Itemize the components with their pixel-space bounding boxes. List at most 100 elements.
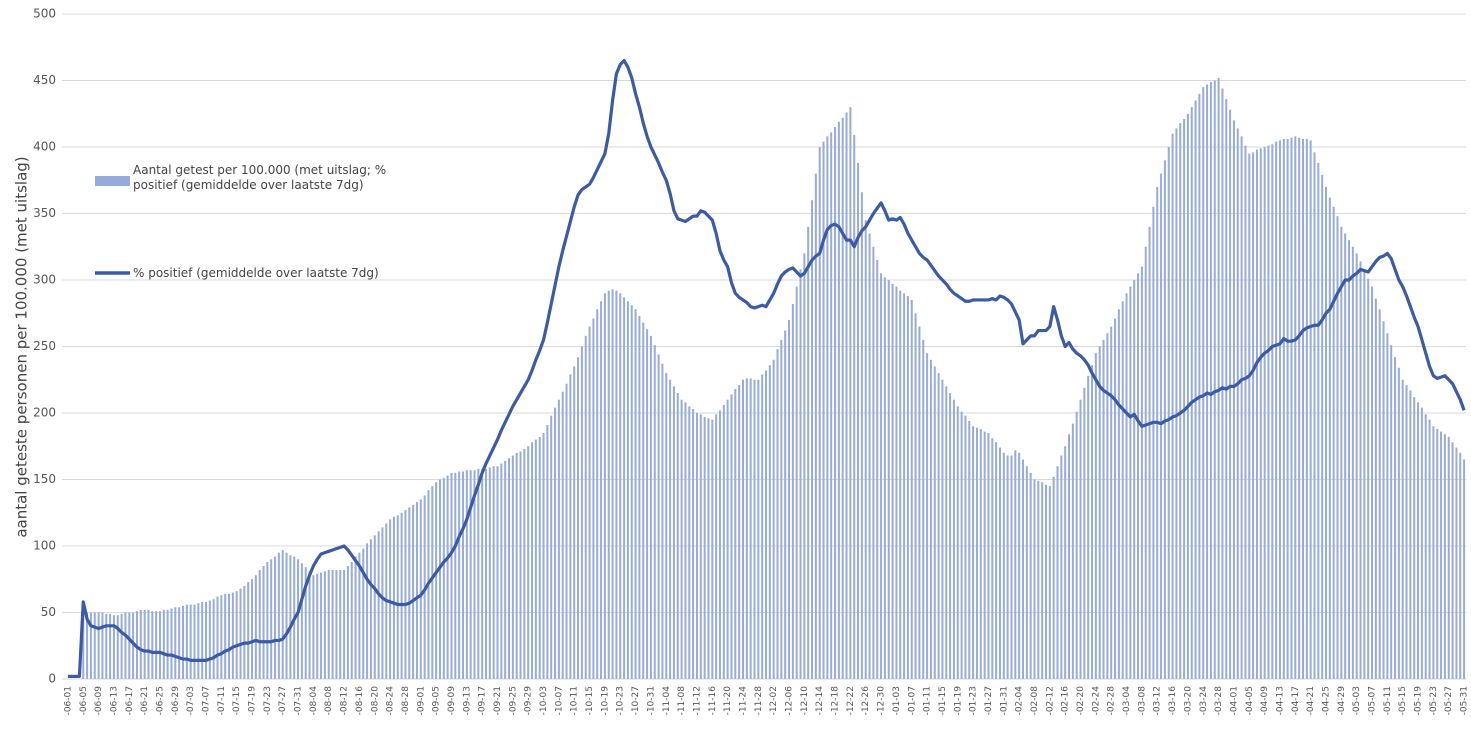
bar bbox=[1083, 387, 1086, 679]
x-tick-label: -02-04 bbox=[1015, 686, 1025, 716]
bar bbox=[1440, 431, 1443, 679]
bar bbox=[331, 569, 334, 679]
x-tick-label: -08-28 bbox=[401, 686, 411, 716]
bar bbox=[297, 559, 300, 679]
bar bbox=[711, 419, 714, 679]
bar bbox=[738, 385, 741, 679]
bar bbox=[630, 305, 633, 679]
bar bbox=[899, 290, 902, 679]
bar bbox=[765, 370, 767, 679]
bar bbox=[205, 601, 207, 679]
x-tick-label: -01-15 bbox=[938, 686, 948, 715]
bar bbox=[895, 286, 898, 679]
bar bbox=[814, 173, 817, 679]
bar bbox=[1014, 450, 1017, 679]
bar bbox=[577, 357, 580, 679]
bar bbox=[93, 612, 96, 679]
bar bbox=[220, 595, 223, 679]
x-tick-label: -05-03 bbox=[1352, 686, 1362, 715]
bar bbox=[1129, 286, 1132, 679]
x-tick-label: -11-16 bbox=[708, 686, 718, 716]
bar bbox=[730, 394, 733, 679]
bar bbox=[1041, 482, 1044, 679]
bar bbox=[741, 379, 744, 679]
bar bbox=[1290, 137, 1293, 679]
bar bbox=[868, 233, 871, 679]
x-tick-label: -12-06 bbox=[785, 686, 795, 716]
x-tick-label: -02-28 bbox=[1107, 686, 1117, 716]
bar bbox=[1029, 472, 1032, 679]
bar bbox=[1374, 298, 1377, 679]
x-tick-label: -07-27 bbox=[278, 686, 288, 715]
bar bbox=[910, 299, 913, 679]
x-tick-label: -08-08 bbox=[324, 686, 334, 716]
bar bbox=[442, 478, 445, 679]
bar bbox=[339, 569, 342, 679]
x-tick-label: -03-20 bbox=[1183, 686, 1193, 716]
bar bbox=[1010, 455, 1013, 679]
bar bbox=[531, 442, 534, 679]
bar bbox=[1294, 136, 1297, 680]
bar bbox=[346, 565, 349, 679]
bar bbox=[1240, 136, 1243, 680]
x-tick-label: -04-17 bbox=[1291, 686, 1301, 715]
bar bbox=[193, 604, 196, 679]
bar bbox=[1378, 309, 1381, 679]
bar bbox=[546, 424, 549, 679]
bar bbox=[1359, 261, 1362, 679]
bar bbox=[116, 615, 119, 679]
bar bbox=[1428, 419, 1431, 679]
bar bbox=[1363, 269, 1366, 679]
bar bbox=[926, 353, 929, 679]
bar bbox=[1048, 486, 1051, 679]
bar bbox=[281, 549, 284, 679]
bar bbox=[1313, 152, 1316, 679]
bar bbox=[807, 226, 810, 680]
bar bbox=[1033, 479, 1036, 679]
legend-label: Aantal getest per 100.000 (met uitslag; … bbox=[133, 163, 387, 192]
bar bbox=[496, 466, 499, 679]
x-tick-label: -01-03 bbox=[892, 686, 902, 715]
x-tick-label: -01-23 bbox=[969, 686, 979, 715]
bar bbox=[956, 406, 959, 679]
x-tick-label: -08-16 bbox=[355, 686, 365, 716]
bar bbox=[941, 379, 944, 679]
bar bbox=[945, 386, 948, 679]
x-tick-label: -10-15 bbox=[585, 686, 595, 715]
x-tick-label: -03-28 bbox=[1214, 686, 1224, 716]
bar bbox=[147, 609, 150, 679]
bar bbox=[845, 112, 848, 680]
bar bbox=[818, 147, 821, 679]
bar bbox=[412, 504, 415, 679]
bar bbox=[389, 519, 392, 679]
x-tick-label: -07-07 bbox=[202, 686, 212, 715]
bar bbox=[373, 535, 376, 679]
bar bbox=[1091, 365, 1094, 679]
bar bbox=[1183, 119, 1186, 679]
x-tick-label: -10-07 bbox=[554, 686, 564, 715]
bar bbox=[174, 607, 177, 679]
bar bbox=[1252, 152, 1255, 679]
bar bbox=[1424, 414, 1427, 679]
bar bbox=[891, 283, 894, 679]
bar bbox=[239, 588, 242, 679]
bar bbox=[857, 162, 860, 679]
bar bbox=[534, 439, 537, 679]
bar bbox=[1390, 345, 1393, 679]
x-tick-label: -05-11 bbox=[1383, 686, 1393, 715]
bar bbox=[1417, 402, 1420, 679]
bar bbox=[228, 593, 231, 679]
bar bbox=[1140, 266, 1143, 679]
bar bbox=[983, 431, 986, 679]
bar bbox=[231, 592, 234, 679]
bar bbox=[1344, 233, 1347, 679]
bar bbox=[178, 607, 181, 679]
bar bbox=[481, 468, 484, 679]
bar bbox=[1351, 246, 1354, 679]
bar bbox=[155, 611, 158, 679]
bar bbox=[1401, 379, 1404, 679]
bar bbox=[258, 569, 261, 679]
bar bbox=[626, 301, 629, 679]
